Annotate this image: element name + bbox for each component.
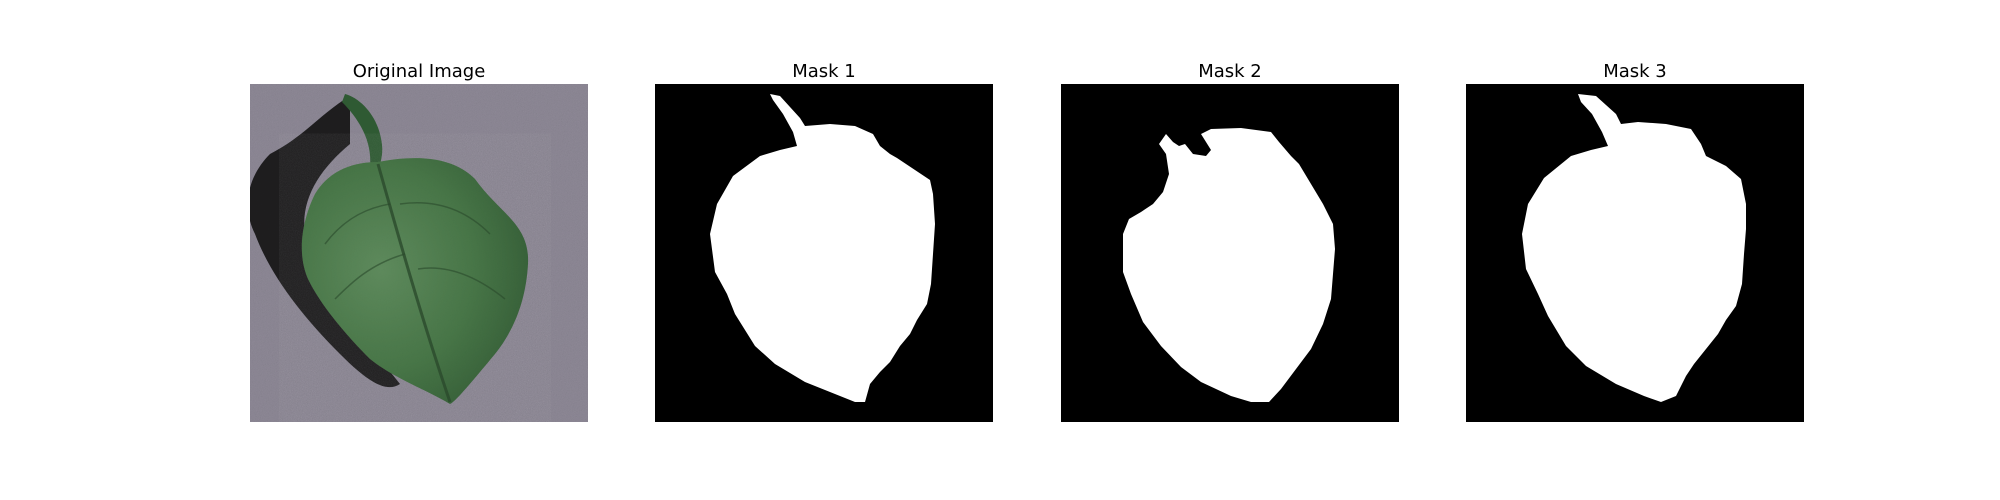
original-leaf-photo bbox=[250, 84, 588, 422]
mask-2-foreground bbox=[1123, 128, 1335, 402]
mask-1-title: Mask 1 bbox=[792, 61, 856, 82]
leaf-stem bbox=[342, 94, 383, 166]
mask-1-foreground bbox=[710, 94, 935, 402]
leaf-midrib bbox=[376, 163, 452, 403]
leaf-shadow bbox=[250, 96, 400, 388]
mask-3-panel: Mask 3 bbox=[1466, 60, 1804, 422]
original-image-panel: Original Image bbox=[250, 60, 588, 422]
original-image-title: Original Image bbox=[352, 61, 486, 82]
mask-2-panel: Mask 2 bbox=[1061, 60, 1399, 422]
leaf-vein-3 bbox=[399, 202, 491, 235]
mask-3-image bbox=[1466, 84, 1804, 422]
mask-3-foreground bbox=[1522, 94, 1746, 402]
mask-1-image bbox=[655, 84, 993, 422]
mask-1-panel: Mask 1 bbox=[655, 60, 993, 422]
leaf-vein-2 bbox=[334, 253, 406, 300]
mask-2-title: Mask 2 bbox=[1198, 61, 1262, 82]
mask-3-title: Mask 3 bbox=[1603, 61, 1667, 82]
leaf-vein-4 bbox=[417, 267, 506, 300]
mask-2-image bbox=[1061, 84, 1399, 422]
leaf-vein-1 bbox=[324, 203, 391, 245]
